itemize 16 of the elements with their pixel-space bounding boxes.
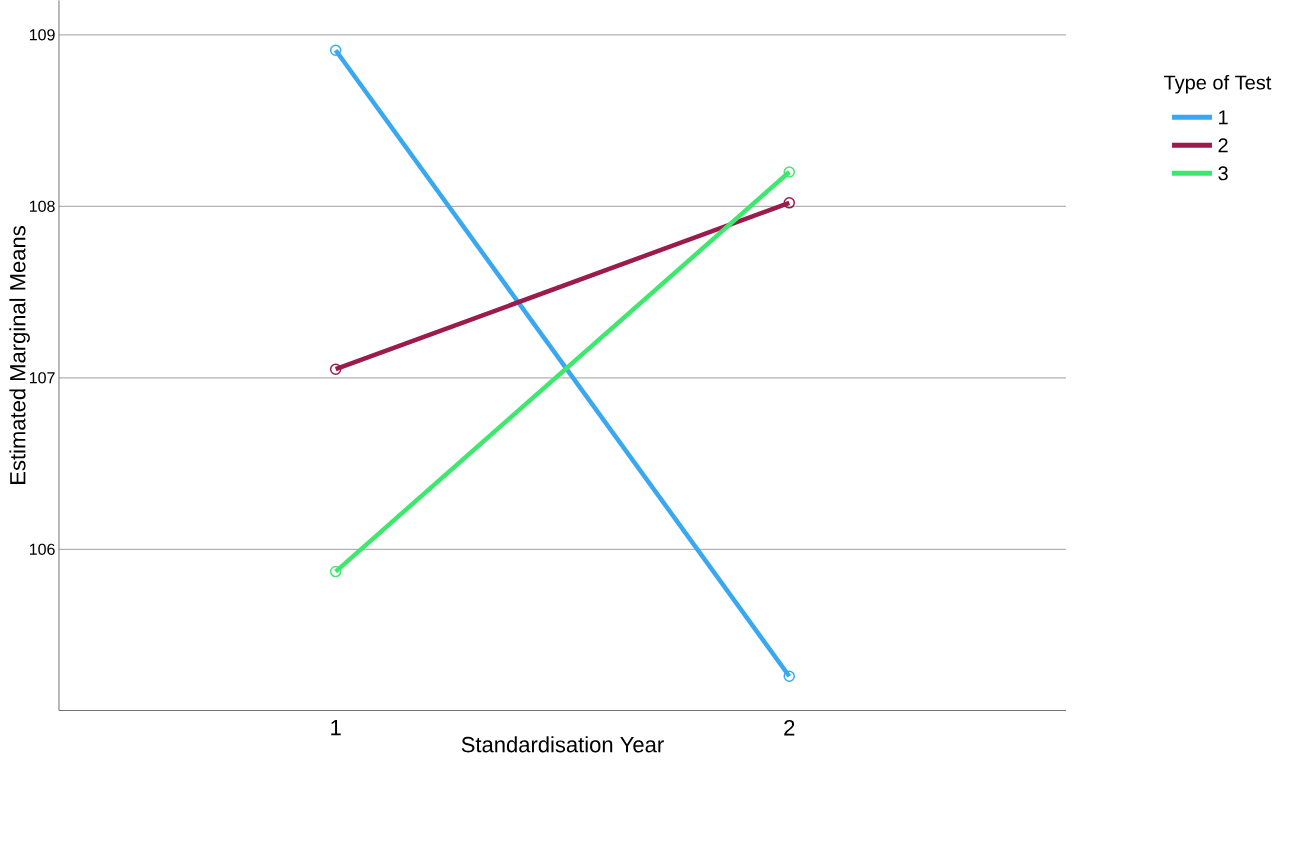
y-tick-label: 107 <box>29 372 55 384</box>
legend-label: 3 <box>1218 166 1228 181</box>
point <box>329 565 342 578</box>
y-axis-title: Estimated Marginal Means <box>9 225 30 484</box>
y-tick-label: 106 <box>29 543 55 555</box>
legend-label: 2 <box>1218 138 1228 153</box>
point <box>329 44 342 56</box>
point <box>329 363 342 375</box>
legend-title: Type of Test <box>1164 74 1272 94</box>
legend-label: 1 <box>1219 110 1228 125</box>
x-axis-title: Standardisation Year <box>461 736 664 753</box>
y-tick-label: 109 <box>29 29 55 41</box>
point <box>783 166 796 178</box>
point <box>783 670 796 682</box>
point <box>783 196 796 209</box>
y-tick-label: 108 <box>29 200 55 212</box>
